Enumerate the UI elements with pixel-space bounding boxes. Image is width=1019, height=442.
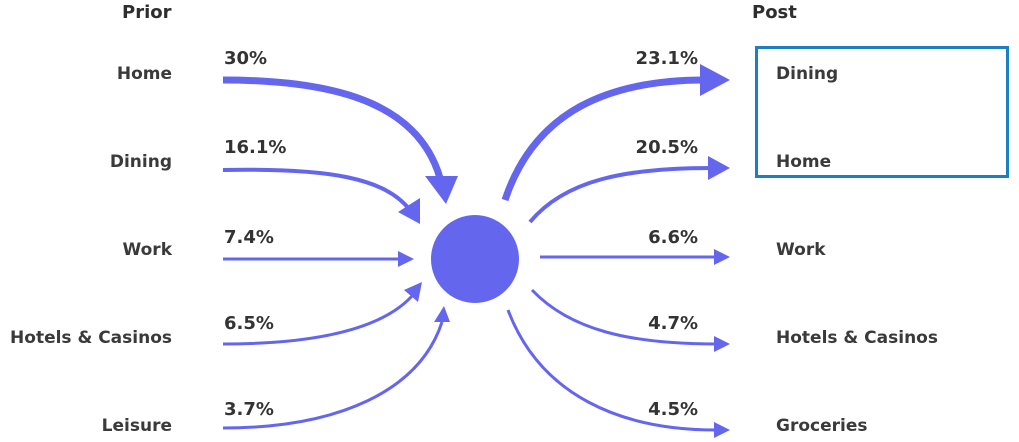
arrowhead-post-home [708,156,730,180]
post-label-dining: Dining [776,64,839,84]
arrowhead-prior-work [398,251,414,267]
highlight-box [755,46,1009,178]
post-pct-hotels-casinos: 4.7% [648,313,698,334]
arrow-post-home [528,166,713,224]
post-pct-groceries: 4.5% [648,399,698,420]
post-pct-home: 20.5% [635,137,698,158]
arrowhead-post-dining [700,64,730,96]
post-pct-dining: 23.1% [635,48,698,69]
prior-pct-leisure: 3.7% [224,399,274,420]
prior-header: Prior [122,2,172,23]
arrow-prior-home [222,76,444,179]
arrow-prior-hotels [222,294,414,346]
post-label-hotels-casinos: Hotels & Casinos [776,328,938,348]
prior-pct-work: 7.4% [224,227,274,248]
prior-label-work: Work [122,240,172,260]
hub-circle [431,215,519,303]
arrow-prior-leisure [222,321,444,430]
arrow-prior-dining [222,167,412,212]
prior-pct-dining: 16.1% [224,137,287,158]
prior-label-leisure: Leisure [101,416,172,436]
prior-label-hotels-casinos: Hotels & Casinos [10,328,172,348]
post-pct-work: 6.6% [648,227,698,248]
arrowhead-prior-dining [398,198,420,224]
prior-pct-home: 30% [224,48,268,69]
post-label-groceries: Groceries [776,416,868,436]
arrow-post-dining [501,76,706,202]
prior-pct-hotels-casinos: 6.5% [224,313,274,334]
arrowhead-prior-hotels [404,282,422,302]
post-header: Post [752,2,797,23]
arrowhead-prior-leisure [434,306,450,322]
arrow-post-groceries [506,309,717,432]
arrow-post-hotels [530,288,717,346]
arrowhead-prior-home [425,176,458,204]
prior-label-dining: Dining [109,152,172,172]
post-label-work: Work [776,240,826,260]
prior-label-home: Home [116,64,172,84]
post-label-home: Home [776,152,832,172]
arrowhead-post-work [714,249,730,265]
arrowhead-post-groceries [714,422,730,438]
arrowhead-post-hotels [714,336,730,352]
